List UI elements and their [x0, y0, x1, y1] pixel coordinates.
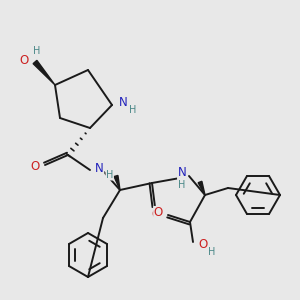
Text: H: H: [106, 170, 113, 180]
Text: O: O: [152, 208, 160, 221]
Text: N: N: [95, 161, 104, 175]
Polygon shape: [33, 60, 55, 85]
Text: H: H: [208, 247, 215, 257]
Text: O: O: [198, 238, 207, 250]
Text: O: O: [154, 206, 163, 220]
Polygon shape: [198, 181, 205, 195]
Text: O: O: [20, 53, 29, 67]
Text: H: H: [178, 180, 186, 190]
Text: N: N: [178, 167, 186, 179]
Text: N: N: [119, 95, 128, 109]
Text: O: O: [31, 160, 40, 172]
Text: H: H: [129, 105, 136, 115]
Polygon shape: [114, 176, 120, 190]
Text: H: H: [33, 46, 41, 56]
